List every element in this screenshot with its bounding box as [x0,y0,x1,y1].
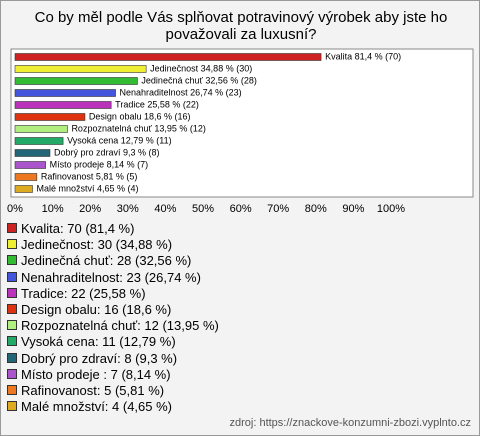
bar [14,125,68,133]
legend-label: Tradice: 22 (25,58 %) [21,285,146,301]
legend-item: Nenahraditelnost: 23 (26,74 %) [7,270,219,286]
legend-item: Tradice: 22 (25,58 %) [7,286,219,302]
data-label: Vysoká cena 12,79 % (11) [67,135,172,145]
data-label: Jedinečná chuť 32,56 % (28) [141,75,256,85]
legend: Kvalita: 70 (81,4 %) Jedinečnost: 30 (34,… [7,221,219,415]
x-tick-label: 70% [267,203,289,215]
source: zdroj: https://znackove-konzumni-zbozi.v… [229,417,472,429]
legend-label: Kvalita: 70 (81,4 %) [21,221,135,236]
legend-label: Rafinovanost: 5 (5,81 %) [21,383,165,399]
legend-item: Místo prodeje : 7 (8,14 %) [7,367,219,383]
data-label: Nenahraditelnost 26,74 % (23) [120,87,242,97]
legend-swatch [7,223,17,233]
legend-label: Jedinečnost: 30 (34,88 %) [21,237,173,253]
legend-item: Jedinečnost: 30 (34,88 %) [7,237,219,253]
data-label: Kvalita 81,4 % (70) [325,51,401,61]
bar [14,89,116,97]
legend-swatch [7,385,17,396]
legend-swatch [7,368,17,379]
x-tick-label: 30% [117,203,139,215]
data-label: Rozpoznatelná chuť 13,95 % (12) [71,123,205,133]
legend-item: Rafinovanost: 5 (5,81 %) [7,383,219,399]
legend-item: Rozpoznatelná chuť: 12 (13,95 %) [7,318,219,334]
x-tick-label: 80% [305,203,327,215]
legend-item: Jedinečná chuť: 28 (32,56 %) [7,253,219,269]
legend-swatch [7,320,17,331]
x-tick-label: 90% [342,203,364,215]
bar [14,53,322,61]
x-tick-label: 0% [7,203,23,215]
x-tick-label: 40% [154,203,176,215]
plot: 0% 10% 20% 30% 40% 50% 60% 70% 80% 90% 100% Kvalita… [7,48,474,215]
legend-label: Dobrý pro zdraví: 8 (9,3 %) [21,350,178,366]
legend-label: Design obalu: 16 (18,6 %) [21,302,172,318]
legend-item: Design obalu: 16 (18,6 %) [7,302,219,318]
legend-swatch [7,304,17,315]
bar [14,137,64,145]
legend-label: Místo prodeje : 7 (8,14 %) [21,366,171,382]
legend-label: Malé množství: 4 (4,65 %) [21,399,172,415]
legend-swatch [7,336,17,347]
legend-swatch [7,255,17,266]
legend-swatch [7,352,17,363]
plot-area [10,48,474,198]
legend-item: Malé množství: 4 (4,65 %) [7,399,219,415]
data-label: Design obalu 18,6 % (16) [89,111,191,121]
legend-swatch [7,271,17,282]
data-label: Dobrý pro zdraví 9,3 % (8) [54,147,160,157]
legend-label: Vysoká cena: 11 (12,79 %) [21,334,176,350]
legend-item: Vysoká cena: 11 (12,79 %) [7,334,219,350]
bar [14,65,147,73]
x-tick-label: 20% [79,203,101,215]
bar [14,101,112,109]
legend-swatch [7,287,17,298]
legend-swatch [7,239,17,250]
legend-item: Dobrý pro zdraví: 8 (9,3 %) [7,351,219,367]
bar [14,77,138,85]
bar [14,185,33,193]
x-tick-label: 60% [230,203,252,215]
legend-label: Nenahraditelnost: 23 (26,74 %) [21,269,201,285]
x-tick-label: 10% [42,203,64,215]
x-tick-label: 50% [192,203,214,215]
data-label: Místo prodeje 8,14 % (7) [50,159,149,169]
bar [14,173,38,181]
x-tick-label: 100% [377,203,405,215]
data-label: Jedinečnost 34,88 % (30) [150,63,252,73]
legend-label: Jedinečná chuť: 28 (32,56 %) [21,253,192,269]
data-label: Rafinovanost 5,81 % (5) [41,171,138,181]
bar [14,113,86,121]
legend-swatch [7,401,17,412]
bar [14,149,51,157]
data-label: Malé množství 4,65 % (4) [36,183,138,193]
legend-item: Kvalita: 70 (81,4 %) [7,221,219,237]
chart-title: Co by měl podle Vás splňovat potravinový… [34,9,448,43]
bar [14,161,46,169]
legend-label: Rozpoznatelná chuť: 12 (13,95 %) [21,318,219,334]
data-label: Tradice 25,58 % (22) [115,99,199,109]
